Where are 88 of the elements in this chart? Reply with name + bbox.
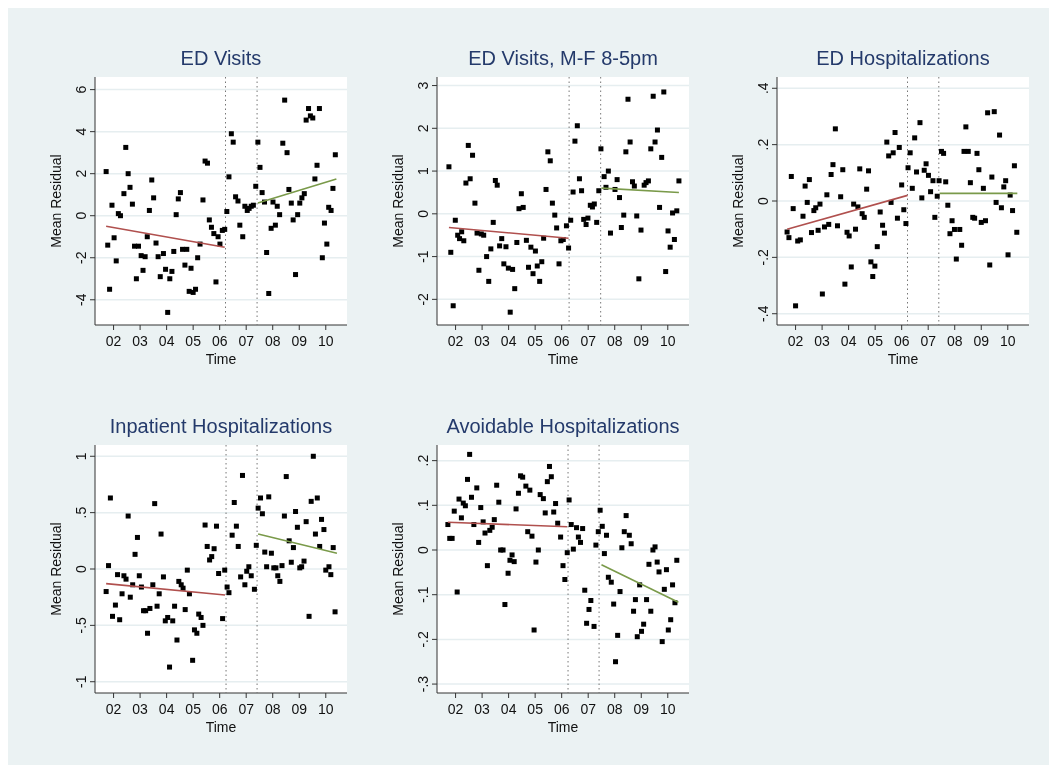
y-tick-label: 4 (73, 127, 89, 136)
x-tick-label: 06 (211, 333, 228, 349)
x-tick-label: 02 (105, 333, 122, 349)
y-tick-label: -1 (73, 675, 89, 688)
x-tick-label: 03 (474, 333, 491, 349)
y-tick-label: 2 (415, 124, 431, 133)
y-tick-label: 0 (73, 211, 89, 220)
y-tick-label: 0 (415, 209, 431, 218)
y-tick-label: .2 (755, 138, 771, 151)
x-tick-label: 02 (105, 701, 122, 717)
x-tick-label: 07 (580, 333, 597, 349)
x-tick-label: 08 (264, 701, 281, 717)
y-tick-label: -.1 (415, 586, 431, 603)
x-tick-label: 09 (291, 701, 308, 717)
x-tick-label: 03 (474, 701, 491, 717)
x-tick-label: 10 (317, 701, 334, 717)
x-tick-label: 09 (291, 333, 308, 349)
y-tick-label: .2 (415, 454, 431, 467)
chart-title: Avoidable Hospitalizations (446, 415, 680, 437)
x-tick-label: 05 (527, 701, 544, 717)
x-axis-title: Time (887, 351, 919, 367)
y-tick-label: 1 (73, 452, 89, 461)
x-tick-label: 06 (211, 701, 228, 717)
x-axis-title: Time (547, 351, 579, 367)
x-tick-label: 03 (814, 333, 831, 349)
y-tick-label: 6 (73, 85, 89, 94)
y-tick-label: .5 (73, 506, 89, 519)
x-tick-label: 02 (447, 333, 464, 349)
x-tick-label: 02 (787, 333, 804, 349)
x-tick-label: 02 (447, 701, 464, 717)
x-tick-label: 08 (264, 333, 281, 349)
x-axis-title: Time (205, 351, 237, 367)
y-axis-title: Mean Residual (730, 154, 746, 248)
y-tick-label: 0 (73, 564, 89, 573)
x-tick-label: 07 (238, 701, 255, 717)
y-tick-label: 0 (415, 545, 431, 554)
y-tick-label: .4 (755, 82, 771, 95)
x-tick-label: 04 (500, 333, 517, 349)
x-tick-label: 07 (238, 333, 255, 349)
y-tick-label: -4 (73, 293, 89, 307)
x-tick-label: 08 (606, 701, 623, 717)
x-tick-label: 10 (317, 333, 334, 349)
x-tick-label: 08 (606, 333, 623, 349)
x-tick-label: 04 (158, 701, 175, 717)
y-tick-label: -.5 (73, 616, 89, 634)
y-tick-label: 3 (415, 81, 431, 90)
x-tick-label: 10 (659, 333, 676, 349)
y-axis-title: Mean Residual (48, 154, 64, 248)
chart-title: Inpatient Hospitalizations (109, 415, 333, 437)
x-tick-label: 05 (185, 701, 202, 717)
x-tick-label: 05 (185, 333, 202, 349)
y-tick-label: -.4 (755, 305, 771, 322)
x-tick-label: 05 (867, 333, 884, 349)
x-tick-label: 07 (580, 701, 597, 717)
x-tick-label: 10 (659, 701, 676, 717)
x-tick-label: 06 (553, 701, 570, 717)
y-tick-label: 2 (73, 169, 89, 178)
y-tick-label: -.3 (415, 675, 431, 693)
x-tick-label: 07 (920, 333, 937, 349)
x-axis-title: Time (205, 719, 237, 735)
x-axis-title: Time (547, 719, 579, 735)
y-tick-label: -.2 (415, 631, 431, 648)
x-tick-label: 04 (840, 333, 857, 349)
x-tick-label: 06 (553, 333, 570, 349)
x-tick-label: 09 (973, 333, 990, 349)
y-tick-label: -.2 (755, 248, 771, 266)
x-tick-label: 08 (946, 333, 963, 349)
y-tick-label: 0 (755, 196, 771, 205)
x-tick-label: 04 (500, 701, 517, 717)
y-tick-label: -1 (415, 250, 431, 263)
x-tick-label: 10 (999, 333, 1016, 349)
y-axis-title: Mean Residual (48, 522, 64, 616)
x-tick-label: 09 (633, 333, 650, 349)
x-tick-label: 09 (633, 701, 650, 717)
chart-title: ED Visits (180, 47, 262, 69)
y-tick-label: -2 (415, 292, 431, 306)
y-tick-label: 1 (415, 166, 431, 175)
x-tick-label: 04 (158, 333, 175, 349)
y-tick-label: .1 (415, 499, 431, 512)
x-tick-label: 03 (132, 333, 149, 349)
x-tick-label: 05 (527, 333, 544, 349)
y-axis-title: Mean Residual (390, 522, 406, 616)
y-tick-label: -2 (73, 251, 89, 264)
chart-title: ED Hospitalizations (816, 47, 990, 69)
x-tick-label: 03 (132, 701, 149, 717)
chart-title: ED Visits, M-F 8-5pm (468, 47, 658, 69)
y-axis-title: Mean Residual (390, 154, 406, 248)
x-tick-label: 06 (893, 333, 910, 349)
